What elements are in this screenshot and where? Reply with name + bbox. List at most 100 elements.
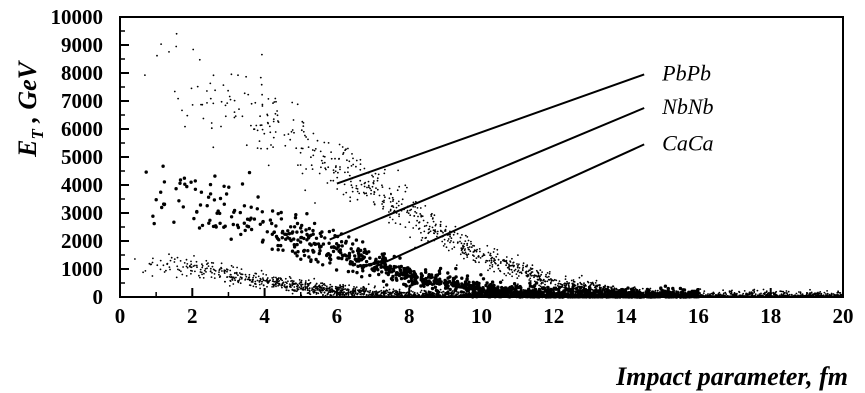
data-point <box>409 236 411 239</box>
data-point <box>488 293 491 296</box>
data-point <box>573 283 575 286</box>
data-point <box>266 114 269 117</box>
data-point <box>385 289 388 291</box>
data-point <box>560 283 563 286</box>
data-point <box>223 272 226 274</box>
data-point <box>817 291 819 294</box>
data-point <box>541 271 543 273</box>
data-point <box>761 294 764 297</box>
data-point <box>323 161 326 164</box>
data-point <box>300 129 303 132</box>
data-point <box>412 227 415 229</box>
data-point <box>416 219 418 222</box>
data-point <box>274 112 277 115</box>
data-point <box>166 262 169 265</box>
data-point <box>503 272 506 275</box>
data-point <box>261 128 264 131</box>
data-point <box>527 293 529 296</box>
data-point <box>487 269 489 272</box>
data-point <box>329 294 332 297</box>
data-point <box>284 277 287 280</box>
data-point <box>261 280 263 283</box>
data-point <box>261 53 263 56</box>
data-point <box>476 287 480 291</box>
data-point <box>347 254 352 258</box>
data-point <box>352 289 355 292</box>
data-point <box>838 292 841 294</box>
data-point <box>199 190 204 194</box>
data-point <box>168 51 170 53</box>
data-point <box>426 221 429 224</box>
data-point <box>544 280 547 283</box>
data-point <box>151 214 155 218</box>
data-point <box>813 293 815 296</box>
data-point <box>435 289 438 292</box>
data-point <box>387 293 389 296</box>
data-point <box>292 225 297 229</box>
data-point <box>365 192 368 195</box>
data-point <box>240 277 243 280</box>
data-point <box>525 272 528 274</box>
data-point <box>260 210 264 214</box>
data-point <box>493 270 495 273</box>
data-point <box>528 279 531 281</box>
data-point <box>415 281 419 285</box>
data-point <box>475 257 478 260</box>
data-point <box>509 261 512 263</box>
data-point <box>188 265 191 268</box>
data-point <box>194 264 196 267</box>
data-point <box>304 189 307 192</box>
data-point <box>819 294 822 297</box>
data-point <box>277 280 280 283</box>
data-point <box>173 258 176 260</box>
data-point <box>353 286 355 288</box>
data-point <box>378 290 381 293</box>
data-point <box>539 278 542 281</box>
data-point <box>423 268 428 272</box>
data-point <box>276 114 279 117</box>
data-point <box>196 85 199 88</box>
data-point <box>420 239 423 242</box>
data-point <box>328 287 331 290</box>
data-point <box>308 289 311 292</box>
data-point <box>353 254 357 258</box>
data-point <box>345 191 348 194</box>
data-point <box>319 150 322 153</box>
data-point <box>493 257 495 260</box>
data-point <box>272 276 275 279</box>
data-point <box>266 147 269 150</box>
data-point <box>320 159 323 162</box>
data-point <box>563 286 565 289</box>
data-point <box>498 280 503 284</box>
data-point <box>209 97 212 100</box>
data-point <box>165 269 167 272</box>
data-point <box>518 263 520 266</box>
data-point <box>526 264 529 267</box>
data-point <box>260 269 263 272</box>
data-point <box>547 291 550 294</box>
data-point <box>447 238 450 240</box>
data-point <box>484 283 488 288</box>
data-point <box>472 254 474 257</box>
data-point <box>420 214 423 217</box>
data-point <box>294 213 298 217</box>
data-point <box>311 250 316 254</box>
data-point <box>790 293 793 296</box>
data-point <box>351 186 354 189</box>
data-point <box>494 262 497 265</box>
data-point <box>465 286 467 289</box>
data-point <box>425 224 428 227</box>
data-point <box>271 280 274 282</box>
data-point <box>502 288 506 292</box>
data-point <box>463 249 466 252</box>
data-point <box>292 280 295 282</box>
data-point <box>170 256 173 259</box>
data-point <box>454 266 458 271</box>
data-point <box>538 290 540 292</box>
data-point <box>431 226 434 229</box>
data-point <box>820 292 823 295</box>
data-point <box>226 270 228 273</box>
data-point <box>178 269 181 272</box>
data-point <box>156 54 158 57</box>
data-point <box>375 294 378 297</box>
